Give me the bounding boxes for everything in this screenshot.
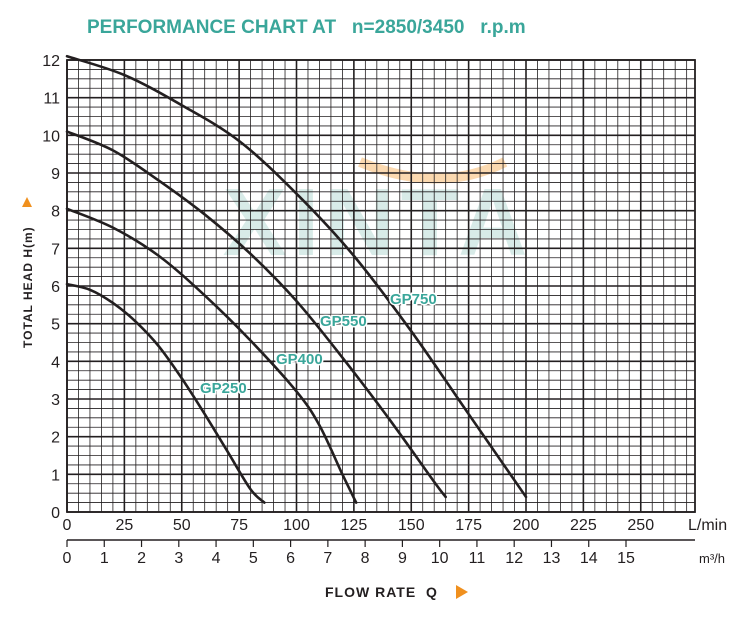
- x-tick-labels-m3h: 0 1 2 3 4 5 6 7 8 9 10 11 12 13 14 15: [63, 539, 695, 567]
- x-tick-label-m3h: 2: [137, 550, 146, 567]
- x-tick-label-lmin: 225: [570, 517, 597, 534]
- x-arrow-icon: [456, 585, 468, 599]
- x-tick-label-m3h: 14: [580, 550, 598, 567]
- y-axis-title: TOTAL HEAD H(m): [21, 226, 35, 348]
- x-tick-label-lmin: 200: [513, 517, 540, 534]
- x-tick-labels-lmin: 0 25 50 75 100 125 150 175 200 225 250: [63, 517, 655, 534]
- curve-label-gp400: GP400: [276, 351, 323, 368]
- x-tick-label-m3h: 6: [286, 550, 295, 567]
- curve-label-gp750: GP750: [390, 291, 437, 308]
- y-tick-label: 2: [51, 430, 60, 447]
- y-tick-label: 1: [51, 467, 60, 484]
- curve-gp550: [65, 130, 447, 499]
- x-tick-label-m3h: 13: [543, 550, 561, 567]
- x-tick-label-m3h: 11: [469, 550, 486, 567]
- curve-labels: GP250 GP400 GP550 GP750: [199, 290, 439, 399]
- x-tick-label-m3h: 15: [617, 550, 635, 567]
- y-tick-label: 3: [51, 392, 60, 409]
- y-tick-label: 4: [51, 354, 60, 371]
- y-tick-label: 10: [42, 128, 60, 145]
- x-tick-label-lmin: 150: [398, 517, 425, 534]
- grid: [66, 59, 696, 513]
- y-tick-label: 9: [51, 166, 60, 183]
- x-unit-m3h: m³/h: [699, 551, 725, 566]
- x-axis-label: FLOW RATE Q: [325, 584, 438, 600]
- y-tick-label: 8: [51, 204, 60, 221]
- x-tick-label-lmin: 50: [173, 517, 191, 534]
- x-tick-label-m3h: 8: [361, 550, 370, 567]
- y-tick-label: 7: [51, 241, 60, 258]
- x-tick-label-m3h: 3: [174, 550, 183, 567]
- x-tick-label-m3h: 0: [63, 550, 72, 567]
- x-unit-lmin: L/min: [688, 517, 727, 534]
- x-tick-label-m3h: 7: [323, 550, 332, 567]
- curve-gp750: [65, 54, 528, 499]
- x-tick-label-lmin: 250: [627, 517, 654, 534]
- y-tick-label: 11: [43, 91, 60, 108]
- curve-label-gp550: GP550: [320, 313, 367, 330]
- curve-label-gp250: GP250: [200, 380, 247, 397]
- y-arrow-icon: [22, 197, 32, 207]
- x-tick-label-lmin: 75: [230, 517, 248, 534]
- x-tick-label-m3h: 9: [398, 550, 407, 567]
- x-tick-label-lmin: 0: [63, 517, 72, 534]
- y-tick-label: 6: [51, 279, 60, 296]
- x-tick-label-m3h: 5: [249, 550, 258, 567]
- x-tick-label-m3h: 12: [505, 550, 523, 567]
- plot-frame: [66, 59, 696, 513]
- x-tick-label-lmin: 175: [455, 517, 482, 534]
- x-tick-label-m3h: 1: [100, 550, 109, 567]
- x-tick-label-lmin: 25: [115, 517, 133, 534]
- y-tick-label: 12: [42, 53, 60, 70]
- chart-title: PERFORMANCE CHART AT n=2850/3450 r.p.m: [87, 17, 526, 38]
- watermark: XINTA: [223, 157, 534, 276]
- watermark-swoosh: [358, 157, 508, 184]
- x-tick-label-m3h: 10: [431, 550, 449, 567]
- curve-gp250: [65, 282, 266, 504]
- y-tick-label: 0: [51, 505, 60, 522]
- y-tick-label: 5: [51, 317, 60, 334]
- x-tick-label-m3h: 4: [212, 550, 221, 567]
- y-axis-label: TOTAL HEAD H(m): [21, 226, 35, 348]
- curves: [65, 54, 528, 504]
- watermark-text: XINTA: [223, 169, 534, 276]
- x-tick-label-lmin: 100: [283, 517, 310, 534]
- x-tick-label-lmin: 125: [341, 517, 368, 534]
- curve-gp400: [65, 207, 358, 504]
